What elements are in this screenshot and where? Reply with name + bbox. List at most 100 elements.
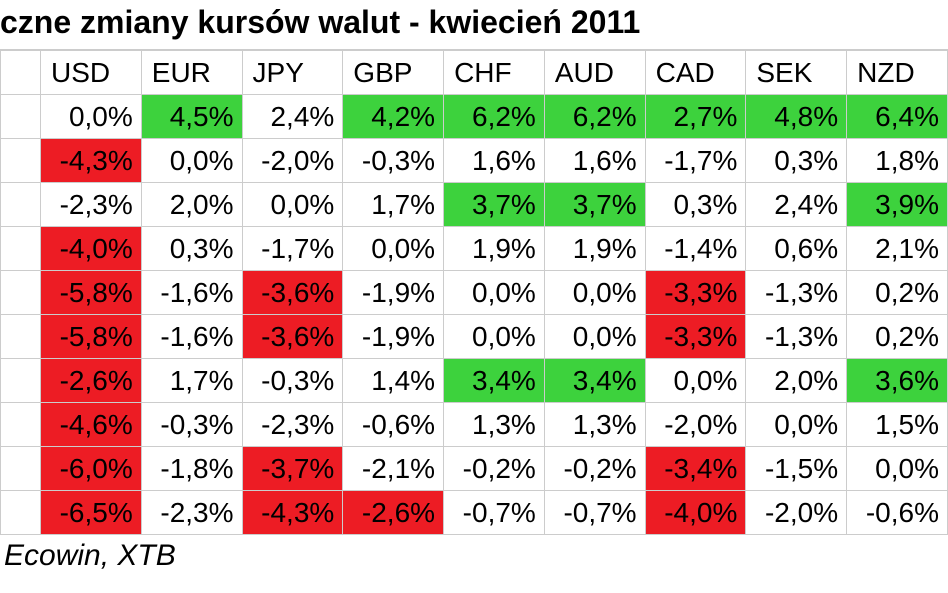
cell: 1,6% bbox=[444, 139, 545, 183]
table-row: -2,3%2,0%0,0%1,7%3,7%3,7%0,3%2,4%3,9% bbox=[1, 183, 948, 227]
col-header: NZD bbox=[847, 51, 948, 95]
cell: -6,0% bbox=[41, 447, 142, 491]
cell: 2,7% bbox=[645, 95, 746, 139]
cell: -1,8% bbox=[141, 447, 242, 491]
table-row: 0,0%4,5%2,4%4,2%6,2%6,2%2,7%4,8%6,4% bbox=[1, 95, 948, 139]
cell: -2,0% bbox=[242, 139, 343, 183]
cell: -3,3% bbox=[645, 315, 746, 359]
cell: 1,3% bbox=[444, 403, 545, 447]
cell: 0,0% bbox=[444, 271, 545, 315]
cell: -2,3% bbox=[141, 491, 242, 535]
row-lead bbox=[1, 227, 41, 271]
cell: -2,6% bbox=[41, 359, 142, 403]
row-lead bbox=[1, 271, 41, 315]
cell: 0,0% bbox=[242, 183, 343, 227]
cell: 0,0% bbox=[544, 271, 645, 315]
cell: -1,4% bbox=[645, 227, 746, 271]
row-lead bbox=[1, 95, 41, 139]
cell: 2,0% bbox=[746, 359, 847, 403]
cell: -0,3% bbox=[242, 359, 343, 403]
cell: -0,6% bbox=[847, 491, 948, 535]
cell: 1,9% bbox=[444, 227, 545, 271]
cell: 2,4% bbox=[746, 183, 847, 227]
cell: -1,3% bbox=[746, 315, 847, 359]
row-lead bbox=[1, 315, 41, 359]
cell: -3,3% bbox=[645, 271, 746, 315]
table-row: -4,3%0,0%-2,0%-0,3%1,6%1,6%-1,7%0,3%1,8% bbox=[1, 139, 948, 183]
cell: 1,8% bbox=[847, 139, 948, 183]
cell: 0,0% bbox=[444, 315, 545, 359]
cell: -1,9% bbox=[343, 315, 444, 359]
cell: 0,2% bbox=[847, 271, 948, 315]
cell: 2,1% bbox=[847, 227, 948, 271]
cell: 1,6% bbox=[544, 139, 645, 183]
col-header: SEK bbox=[746, 51, 847, 95]
col-header: AUD bbox=[544, 51, 645, 95]
cell: -0,7% bbox=[444, 491, 545, 535]
cell: -2,3% bbox=[242, 403, 343, 447]
cell: 3,6% bbox=[847, 359, 948, 403]
cell: -4,3% bbox=[41, 139, 142, 183]
cell: 4,8% bbox=[746, 95, 847, 139]
cell: -2,6% bbox=[343, 491, 444, 535]
table-row: -6,5%-2,3%-4,3%-2,6%-0,7%-0,7%-4,0%-2,0%… bbox=[1, 491, 948, 535]
cell: -0,6% bbox=[343, 403, 444, 447]
cell: 1,3% bbox=[544, 403, 645, 447]
cell: 0,0% bbox=[847, 447, 948, 491]
cell: 6,2% bbox=[444, 95, 545, 139]
cell: 4,5% bbox=[141, 95, 242, 139]
cell: -0,7% bbox=[544, 491, 645, 535]
table-row: -4,6%-0,3%-2,3%-0,6%1,3%1,3%-2,0%0,0%1,5… bbox=[1, 403, 948, 447]
cell: -3,7% bbox=[242, 447, 343, 491]
cell: -4,0% bbox=[41, 227, 142, 271]
cell: 0,0% bbox=[746, 403, 847, 447]
cell: -4,6% bbox=[41, 403, 142, 447]
table-row: -5,8%-1,6%-3,6%-1,9%0,0%0,0%-3,3%-1,3%0,… bbox=[1, 315, 948, 359]
cell: 2,0% bbox=[141, 183, 242, 227]
row-lead bbox=[1, 491, 41, 535]
cell: 3,7% bbox=[544, 183, 645, 227]
cell: 4,2% bbox=[343, 95, 444, 139]
source-footer: Ecowin, XTB bbox=[0, 535, 948, 573]
cell: 3,9% bbox=[847, 183, 948, 227]
table-body: 0,0%4,5%2,4%4,2%6,2%6,2%2,7%4,8%6,4%-4,3… bbox=[1, 95, 948, 535]
cell: -0,2% bbox=[544, 447, 645, 491]
row-lead bbox=[1, 183, 41, 227]
col-header: CHF bbox=[444, 51, 545, 95]
cell: -5,8% bbox=[41, 315, 142, 359]
cell: -4,3% bbox=[242, 491, 343, 535]
col-header: USD bbox=[41, 51, 142, 95]
row-lead bbox=[1, 403, 41, 447]
cell: 1,4% bbox=[343, 359, 444, 403]
cell: -2,0% bbox=[645, 403, 746, 447]
table-row: -5,8%-1,6%-3,6%-1,9%0,0%0,0%-3,3%-1,3%0,… bbox=[1, 271, 948, 315]
cell: -5,8% bbox=[41, 271, 142, 315]
cell: -2,1% bbox=[343, 447, 444, 491]
col-header: JPY bbox=[242, 51, 343, 95]
col-header: GBP bbox=[343, 51, 444, 95]
cell: 3,7% bbox=[444, 183, 545, 227]
cell: 3,4% bbox=[544, 359, 645, 403]
cell: 3,4% bbox=[444, 359, 545, 403]
cell: -2,0% bbox=[746, 491, 847, 535]
cell: 0,0% bbox=[343, 227, 444, 271]
row-lead bbox=[1, 447, 41, 491]
cell: -0,3% bbox=[343, 139, 444, 183]
header-row: USD EUR JPY GBP CHF AUD CAD SEK NZD bbox=[1, 51, 948, 95]
cell: -3,6% bbox=[242, 315, 343, 359]
cell: -1,5% bbox=[746, 447, 847, 491]
cell: 0,3% bbox=[746, 139, 847, 183]
cell: 0,3% bbox=[141, 227, 242, 271]
cell: -4,0% bbox=[645, 491, 746, 535]
page-title: czne zmiany kursów walut - kwiecień 2011 bbox=[0, 0, 948, 50]
table-row: -2,6%1,7%-0,3%1,4%3,4%3,4%0,0%2,0%3,6% bbox=[1, 359, 948, 403]
cell: -1,7% bbox=[242, 227, 343, 271]
cell: -1,7% bbox=[645, 139, 746, 183]
cell: -0,2% bbox=[444, 447, 545, 491]
cell: -1,6% bbox=[141, 315, 242, 359]
col-header: EUR bbox=[141, 51, 242, 95]
cell: 1,7% bbox=[141, 359, 242, 403]
col-header: CAD bbox=[645, 51, 746, 95]
cell: 2,4% bbox=[242, 95, 343, 139]
cell: 1,5% bbox=[847, 403, 948, 447]
